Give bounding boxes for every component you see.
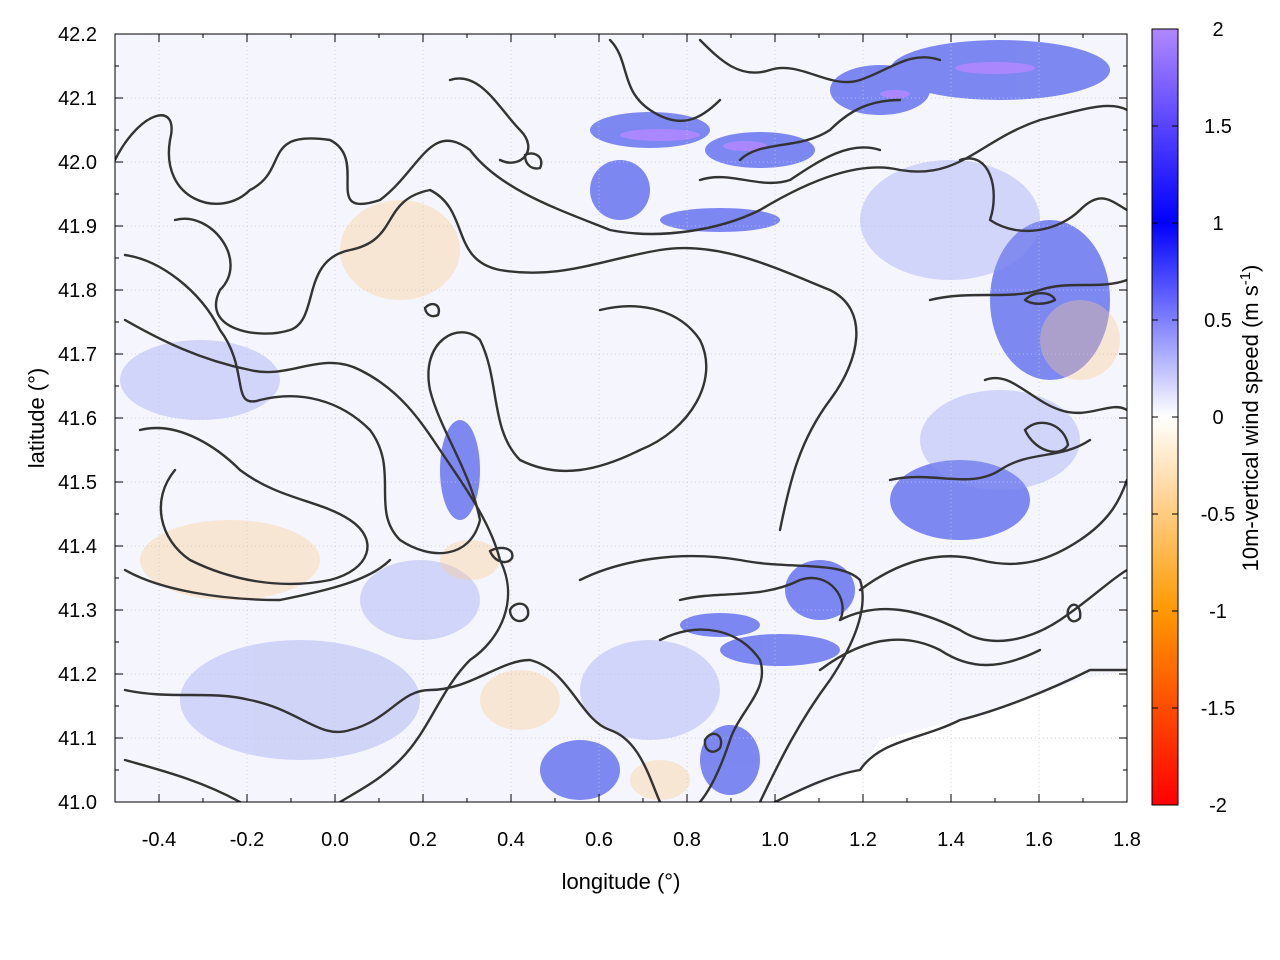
x-tick-label: 0.4 [497, 829, 525, 851]
colorbar-title: 10m-vertical wind speed (m s-1) [1237, 265, 1263, 572]
y-axis-title: latitude (°) [24, 368, 49, 469]
downdraft-patches [140, 200, 1120, 800]
x-tick-label: 1.0 [761, 829, 789, 851]
y-tick-label: 41.7 [58, 344, 97, 366]
y-tick-label: 42.0 [58, 152, 97, 174]
terrain-contour [448, 77, 530, 164]
colorbar-tick-label: 1.5 [1204, 116, 1232, 138]
terrain-contour [608, 38, 722, 123]
terrain-contour [678, 576, 844, 622]
terrain-contour [173, 188, 858, 532]
terrain-contour [1023, 421, 1070, 453]
colorbar-tick-label: 0 [1212, 407, 1223, 429]
terrain-contour [773, 668, 1127, 802]
terrain-contour [508, 602, 530, 623]
x-axis-title: longitude (°) [562, 869, 681, 894]
y-tick-labels: 41.0 41.1 41.2 41.3 41.4 41.5 41.6 41.7 41.8 41.9… [58, 24, 97, 814]
x-tick-label: 0.6 [585, 829, 613, 851]
x-tick-label: -0.4 [142, 829, 176, 851]
terrain-contour [983, 376, 1127, 415]
colorbar-tick-label: 0.5 [1204, 310, 1232, 332]
y-tick-label: 41.9 [58, 216, 97, 238]
terrain-contour [928, 278, 1127, 302]
terrain-contour [488, 546, 514, 564]
x-tick-label: 1.8 [1113, 829, 1141, 851]
colorbar-tick-label: -1.5 [1201, 698, 1235, 720]
y-tick-label: 41.5 [58, 472, 97, 494]
terrain-contour [115, 104, 1127, 236]
terrain-contour [123, 558, 392, 602]
colorbar-tick-label: 1 [1212, 213, 1223, 235]
terrain-contour [123, 658, 662, 802]
terrain-contour [658, 628, 764, 802]
axis-ticks [114, 33, 1128, 803]
wind-field [120, 40, 1127, 802]
terrain-contour [138, 427, 369, 586]
terrain-contour [818, 638, 1042, 672]
x-tick-label: 0.8 [673, 829, 701, 851]
colorbar-tick-label: -0.5 [1201, 504, 1235, 526]
y-tick-label: 42.2 [58, 24, 97, 46]
y-tick-label: 42.1 [58, 88, 97, 110]
x-tick-label: 1.4 [937, 829, 965, 851]
colorbar-title-superscript: -1 [1237, 272, 1254, 285]
x-tick-label: 0.2 [409, 829, 437, 851]
x-tick-label: 1.6 [1025, 829, 1053, 851]
terrain-contour [738, 98, 902, 162]
updraft-patches [440, 40, 1110, 800]
terrain-contour [858, 478, 1127, 592]
terrain-contour [123, 318, 510, 802]
y-tick-label: 41.8 [58, 280, 97, 302]
x-tick-labels: -0.4 -0.2 0.0 0.2 0.4 0.6 0.8 1.0 1.2 1.4 1.6 1.8 [142, 829, 1141, 851]
terrain-contour [698, 146, 882, 185]
colorbar-tick-label: -1 [1209, 601, 1227, 623]
x-tick-label: 0.0 [321, 829, 349, 851]
terrain-contour [1023, 292, 1057, 305]
terrain-contour [698, 38, 942, 84]
colorbar-tick-label: 2 [1212, 19, 1223, 41]
grid-lines [115, 34, 1127, 802]
x-tick-label: -0.2 [230, 829, 264, 851]
colorbar-tick-label: -2 [1209, 795, 1227, 817]
terrain-contours [115, 38, 1127, 802]
terrain-contour [123, 253, 708, 555]
colorbar-title-text: 10m-vertical wind speed (m s [1238, 285, 1263, 571]
terrain-contour [523, 152, 543, 170]
terrain-contour [958, 157, 1127, 233]
terrain-contour [1066, 603, 1082, 623]
y-tick-label: 41.0 [58, 792, 97, 814]
y-tick-label: 41.2 [58, 664, 97, 686]
terrain-contour [123, 758, 242, 802]
terrain-contour [423, 302, 441, 318]
terrain-contour [703, 732, 723, 753]
light-updraft-patches [120, 160, 1080, 760]
colorbar-tick-labels: 2 1.5 1 0.5 0 -0.5 -1 -1.5 -2 [1201, 19, 1235, 817]
y-tick-label: 41.4 [58, 536, 97, 558]
terrain-contour [838, 568, 1127, 643]
colorbar-title-close: ) [1238, 265, 1263, 272]
y-tick-label: 41.3 [58, 600, 97, 622]
y-tick-label: 41.6 [58, 408, 97, 430]
extreme-updraft-streaks [620, 62, 1035, 151]
x-tick-label: 1.2 [849, 829, 877, 851]
y-tick-label: 41.1 [58, 728, 97, 750]
colorbar-ticks [1152, 28, 1178, 806]
terrain-contour [578, 554, 864, 802]
